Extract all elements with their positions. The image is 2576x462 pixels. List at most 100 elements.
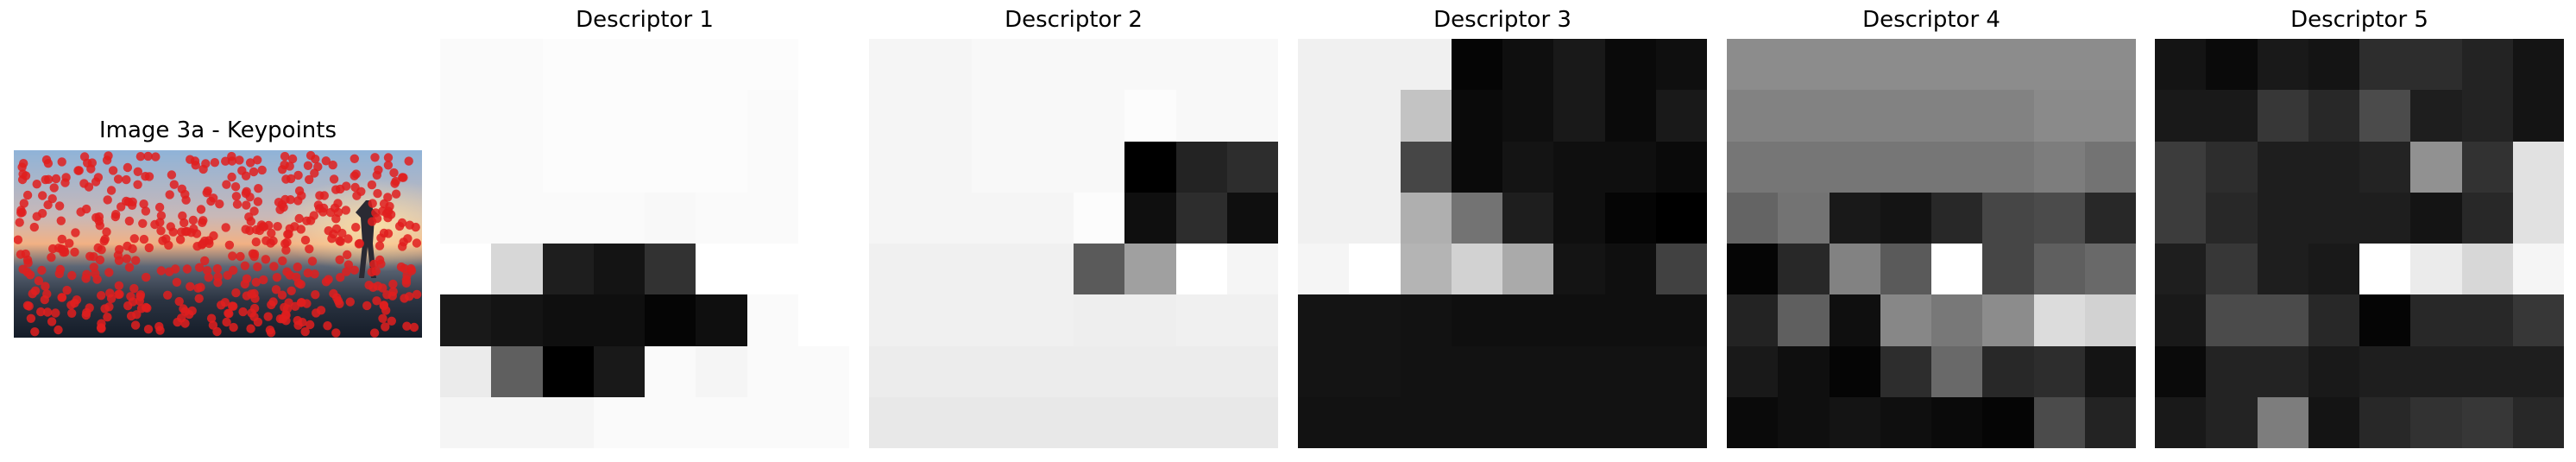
heatmap-cell [594,244,645,294]
keypoint-marker [302,217,311,225]
heatmap-cell [2034,39,2085,90]
heatmap-cell [869,142,920,193]
keypoint-marker [274,222,282,231]
heatmap-cell [440,346,491,397]
heatmap-cell [594,193,645,244]
heatmap-cell [1778,142,1829,193]
heatmap-cell [2359,397,2410,448]
keypoint-marker [139,199,148,208]
keypoint-marker [227,173,236,181]
keypoint-marker [280,152,289,161]
keypoint-marker [246,324,255,332]
heatmap-cell [1452,294,1502,345]
heatmap-cell [1452,193,1502,244]
keypoint-marker [217,301,225,309]
keypoint-marker [18,208,27,217]
heatmap-cell [798,244,849,294]
keypoint-marker [350,155,359,163]
keypoint-marker [114,250,123,259]
heatmap-cell [1605,244,1656,294]
heatmap-cell [2513,90,2564,141]
heatmap-cell [2359,193,2410,244]
keypoint-marker [231,288,240,297]
heatmap-cell [1931,90,1982,141]
heatmap-cell [1349,294,1400,345]
heatmap-cell [798,90,849,141]
heatmap-cell [2206,244,2257,294]
keypoint-marker [250,250,259,258]
heatmap-cell [1553,90,1604,141]
keypoint-marker [241,262,249,270]
keypoint-marker [16,218,24,226]
heatmap-cell [440,90,491,141]
heatmap-cell [1931,142,1982,193]
heatmap-cell [1778,193,1829,244]
heatmap-cell [645,142,696,193]
heatmap-cell [2034,193,2085,244]
keypoint-marker [249,168,258,176]
heatmap-cell [1023,346,1074,397]
heatmap-cell [2462,39,2513,90]
heatmap-cell [1349,244,1400,294]
keypoint-marker [235,155,243,164]
keypoint-marker [211,158,219,167]
heatmap-cell [645,193,696,244]
heatmap-cell [1452,346,1502,397]
heatmap-cell [1124,346,1175,397]
keypoint-marker [281,174,290,183]
heatmap-cell [1880,90,1931,141]
keypoint-marker [189,216,198,225]
heatmap-cell [1227,39,1278,90]
heatmap-cell [920,346,971,397]
heatmap-cell [2206,294,2257,345]
heatmap-cell [645,294,696,345]
heatmap-cell [1349,90,1400,141]
heatmap-cell [2410,397,2461,448]
keypoint-marker [140,235,148,244]
heatmap-cell [2410,193,2461,244]
heatmap-cell [1227,397,1278,448]
keypoint-marker [185,310,193,319]
keypoint-marker [170,180,179,189]
heatmap-cell [2206,90,2257,141]
keypoint-marker [38,191,47,199]
heatmap-cell [2359,244,2410,294]
heatmap-cell [491,39,542,90]
heatmap-cell [2462,244,2513,294]
heatmap-cell [1298,193,1349,244]
keypoint-marker [356,187,365,196]
keypoint-marker [181,196,190,205]
keypoint-marker [50,183,59,192]
image-panel-title: Image 3a - Keypoints [14,117,422,143]
heatmap-cell [543,90,594,141]
heatmap-cell [747,142,798,193]
descriptor-1-heatmap [440,39,849,448]
keypoint-marker [132,310,141,319]
heatmap-cell [1349,142,1400,193]
heatmap-cell [1452,142,1502,193]
keypoint-marker [209,231,217,240]
keypoint-marker [125,263,134,271]
keypoint-marker [381,322,389,331]
heatmap-cell [869,193,920,244]
keypoint-marker [398,242,406,250]
keypoint-marker [375,256,384,264]
heatmap-cell [2462,193,2513,244]
keypoint-marker [19,159,28,168]
keypoint-marker [297,280,305,288]
keypoint-marker [115,290,123,299]
keypoint-marker [123,242,131,250]
keypoint-marker [280,161,288,169]
heatmap-cell [2308,346,2359,397]
heatmap-cell [1452,244,1502,294]
keypoint-marker [395,222,404,231]
descriptor-1-title: Descriptor 1 [440,7,849,33]
heatmap-cell [869,294,920,345]
heatmap-cell [1727,294,1778,345]
heatmap-cell [1931,294,1982,345]
heatmap-cell [2513,346,2564,397]
keypoint-marker [344,260,353,269]
heatmap-cell [2410,294,2461,345]
heatmap-cell [1176,346,1227,397]
heatmap-cell [1605,39,1656,90]
